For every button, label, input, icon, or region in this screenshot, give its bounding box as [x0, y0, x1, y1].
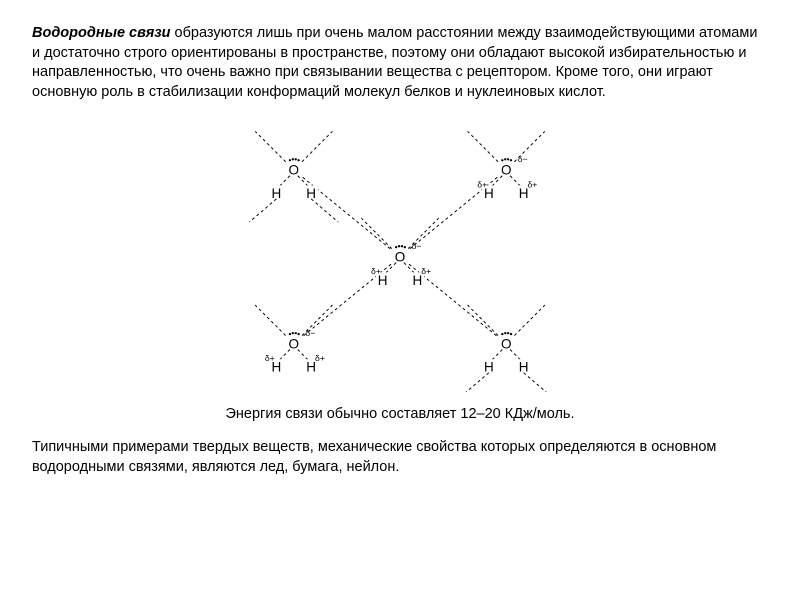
svg-text:δ−: δ− [412, 241, 422, 251]
hydrogen-bond-diagram: OHHOδ−Hδ+Hδ+Oδ−Hδ+Hδ+Oδ−Hδ+Hδ+OHH [32, 112, 768, 399]
svg-text:δ+: δ+ [265, 353, 275, 363]
svg-text:O: O [395, 250, 406, 265]
svg-text:H: H [272, 186, 282, 201]
svg-text:O: O [289, 337, 300, 352]
svg-text:H: H [306, 186, 316, 201]
svg-text:δ+: δ+ [527, 180, 537, 190]
para1-lead: Водородные связи [32, 25, 171, 41]
svg-text:δ−: δ− [305, 328, 315, 338]
svg-text:δ−: δ− [518, 154, 528, 164]
svg-text:O: O [501, 337, 512, 352]
svg-text:δ+: δ+ [477, 180, 487, 190]
svg-text:δ+: δ+ [315, 353, 325, 363]
svg-text:H: H [519, 360, 529, 375]
svg-text:δ+: δ+ [421, 266, 431, 276]
svg-text:H: H [484, 360, 494, 375]
diagram-caption: Энергия связи обычно составляет 12–20 КД… [32, 405, 768, 425]
svg-text:O: O [289, 163, 300, 178]
svg-text:O: O [501, 163, 512, 178]
svg-text:δ+: δ+ [371, 266, 381, 276]
paragraph-2: Типичными примерами твердых веществ, мех… [32, 438, 768, 477]
paragraph-1: Водородные связи образуются лишь при оче… [32, 24, 768, 102]
